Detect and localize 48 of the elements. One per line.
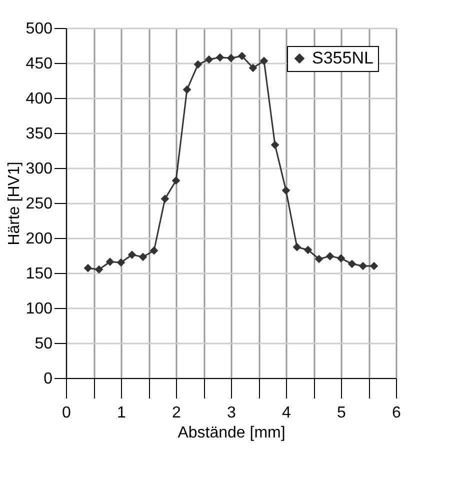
- point: [94, 265, 104, 274]
- point: [226, 54, 236, 62]
- point: [326, 252, 334, 260]
- x-tick-label: 3: [227, 404, 236, 422]
- legend-label: S355NL: [312, 48, 374, 68]
- point: [336, 254, 346, 262]
- point: [160, 194, 170, 203]
- point: [248, 64, 258, 72]
- point: [358, 262, 368, 270]
- y-tick-label: 50: [34, 336, 53, 352]
- point: [292, 242, 302, 252]
- point: [304, 246, 312, 254]
- point: [194, 60, 202, 69]
- point: [314, 254, 324, 264]
- point: [238, 52, 246, 60]
- point: [204, 55, 214, 64]
- point: [260, 56, 268, 66]
- point: [116, 258, 126, 267]
- point: [282, 186, 290, 195]
- y-tick-label: 350: [26, 126, 53, 142]
- x-tick-label: 6: [392, 404, 402, 422]
- y-tick-label: 400: [26, 90, 53, 108]
- y-tick-label: 200: [26, 230, 53, 248]
- point: [84, 264, 92, 272]
- x-tick-label: 2: [172, 404, 182, 422]
- x-tick-label: 0: [62, 404, 72, 422]
- x-tick-label: 5: [337, 404, 346, 422]
- x-axis-title: Abstände [mm]: [178, 424, 286, 442]
- x-tick-label: 4: [282, 404, 292, 422]
- point: [370, 262, 378, 270]
- point: [150, 246, 158, 255]
- point: [172, 176, 180, 185]
- point: [216, 53, 224, 62]
- y-tick-label: 150: [26, 266, 53, 282]
- point: [138, 252, 148, 262]
- x-tick-label: 1: [117, 404, 126, 422]
- point: [128, 250, 136, 259]
- y-tick-label: 450: [26, 56, 53, 72]
- y-tick-label: 250: [26, 196, 53, 212]
- point: [106, 258, 114, 266]
- point: [348, 260, 356, 268]
- y-tick-label: 0: [44, 370, 53, 388]
- point: [270, 140, 280, 150]
- y-tick-label: 300: [26, 160, 53, 178]
- y-tick-label: 500: [26, 20, 53, 38]
- y-axis-title: Härte [HV1]: [6, 162, 23, 246]
- point: [182, 85, 192, 94]
- y-tick-label: 100: [26, 300, 53, 318]
